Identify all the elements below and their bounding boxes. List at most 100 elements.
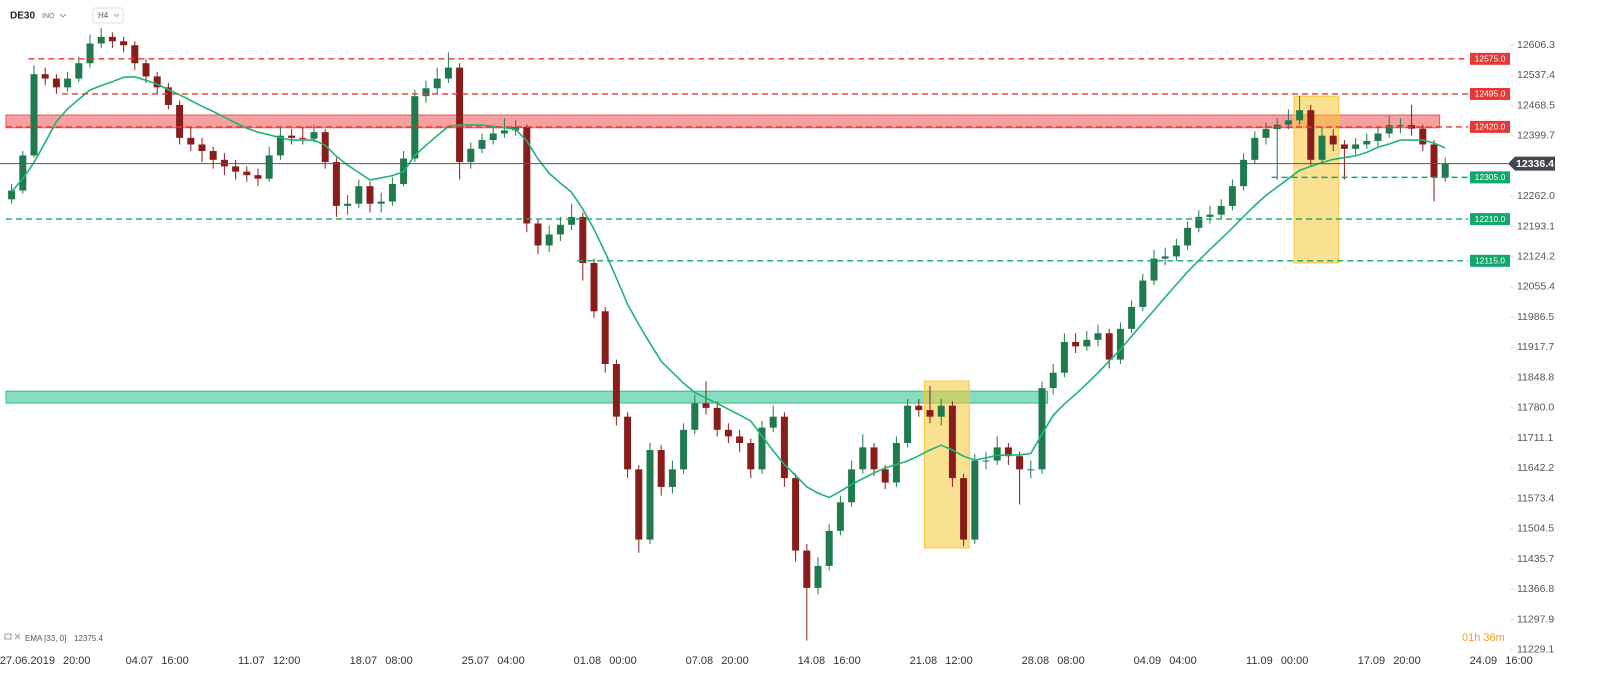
y-tick-label: 11848.8: [1517, 371, 1554, 383]
candle-body: [489, 133, 497, 141]
background-layer: [1510, 44, 1514, 651]
candle-body: [993, 447, 1001, 461]
candle-body: [534, 223, 542, 246]
x-tick-label: 25.07 04:00: [462, 655, 525, 667]
y-tick-label: 11780.0: [1517, 402, 1554, 414]
candle-body: [1027, 469, 1035, 471]
candle-body: [444, 67, 452, 79]
candle-body: [814, 565, 822, 588]
candle-body: [1318, 135, 1326, 160]
overlay-layer: 12575.0 12495.0 12420.0 12305.0 12210.0 12115…: [0, 52, 1555, 499]
candle-body: [1016, 456, 1024, 470]
candle-body: [747, 443, 755, 470]
candle-body: [1396, 125, 1404, 127]
candle-body: [1352, 144, 1360, 149]
x-tick-label: 04.07 16:00: [126, 655, 189, 667]
candle-body: [86, 43, 94, 64]
candle-body: [523, 126, 531, 224]
symbol[interactable]: DE30: [10, 11, 35, 22]
x-tick-label: 21.08 12:00: [910, 655, 973, 667]
candle-body: [288, 135, 296, 138]
candle-body: [601, 311, 609, 364]
x-tick-label: 18.07 08:00: [350, 655, 413, 667]
candle-body: [187, 137, 195, 145]
candle-body: [769, 416, 777, 428]
candle-body: [579, 216, 587, 263]
y-tick-label: 11573.4: [1517, 492, 1554, 504]
y-tick-label: 12468.5: [1517, 99, 1555, 111]
candle-body: [478, 140, 486, 149]
dropdown-icon[interactable]: [113, 13, 120, 18]
candle-body: [635, 469, 643, 540]
candle-body: [1430, 144, 1438, 178]
candle-body: [232, 166, 240, 172]
level-label-box: [1470, 171, 1510, 184]
candle-body: [948, 405, 956, 479]
level-label: 12210.0: [1475, 214, 1506, 224]
indicator-remove-icon[interactable]: [14, 633, 21, 640]
candle-body: [153, 76, 161, 88]
dropdown-icon[interactable]: [59, 13, 67, 18]
candle-body: [657, 450, 665, 487]
candle-body: [982, 460, 990, 462]
candle-body: [1240, 159, 1248, 187]
y-tick-label: 11366.8: [1517, 583, 1554, 595]
zone: [5, 390, 1049, 404]
y-tick-label: 11711.1: [1517, 432, 1554, 444]
level-label: 12305.0: [1475, 172, 1506, 182]
y-tick-label: 12193.1: [1517, 220, 1555, 232]
market[interactable]: INO: [42, 13, 55, 20]
candle-body: [881, 469, 889, 483]
candle-body: [1385, 125, 1393, 134]
candle-body: [500, 130, 508, 134]
candle-body: [344, 203, 352, 206]
candle-body: [590, 262, 598, 312]
candle-body: [1094, 333, 1102, 340]
candle-body: [433, 78, 441, 89]
candle-body: [1262, 129, 1270, 138]
y-tick-label: 12537.4: [1517, 69, 1555, 81]
candle-body: [724, 429, 732, 437]
candle-body: [736, 436, 744, 444]
timeframe-box[interactable]: [92, 7, 124, 24]
y-tick-label: 11229.1: [1517, 644, 1554, 656]
indicator-settings-icon[interactable]: [4, 633, 12, 640]
candle-body: [1329, 135, 1337, 145]
candle-body: [332, 162, 340, 206]
x-tick-label: 11.07 12:00: [238, 655, 300, 667]
level-label: 12575.0: [1475, 54, 1506, 64]
candle-body: [198, 144, 206, 152]
y-tick-label: 11504.5: [1517, 523, 1554, 535]
candle-body: [668, 469, 676, 487]
candle-body: [254, 175, 262, 179]
candle-body: [176, 104, 184, 138]
candle-body: [299, 137, 307, 139]
y-tick-label: 12262.0: [1517, 190, 1555, 202]
candle-body: [1374, 133, 1382, 141]
candle-body: [971, 460, 979, 540]
candle-body: [1139, 280, 1147, 307]
level-label: 12115.0: [1475, 256, 1505, 266]
candle-body: [1206, 214, 1214, 217]
candle-body: [612, 363, 620, 417]
last-price-box: [1508, 156, 1555, 171]
candle-body: [1340, 144, 1348, 149]
x-tick-label: 28.08 08:00: [1022, 655, 1085, 667]
candle-body: [64, 78, 72, 88]
candle-body: [1150, 258, 1158, 281]
candle-body: [646, 450, 654, 540]
y-tick-label: 12124.2: [1517, 251, 1555, 263]
candle-body: [758, 427, 766, 470]
y-tick-label: 12055.4: [1517, 281, 1555, 293]
timeframe[interactable]: H4: [98, 11, 109, 20]
candle-body: [870, 447, 878, 470]
x-tick-label: 17.09 20:00: [1358, 655, 1421, 667]
candle-body: [355, 186, 363, 204]
candle-body: [1072, 342, 1080, 347]
y-tick-label: 11297.9: [1517, 613, 1554, 625]
candle-body: [8, 190, 16, 200]
candle-body: [19, 155, 27, 191]
y-tick-label: 11435.7: [1517, 553, 1554, 565]
candle-body: [276, 135, 284, 156]
candle-countdown: 01h 36m: [1462, 632, 1505, 644]
